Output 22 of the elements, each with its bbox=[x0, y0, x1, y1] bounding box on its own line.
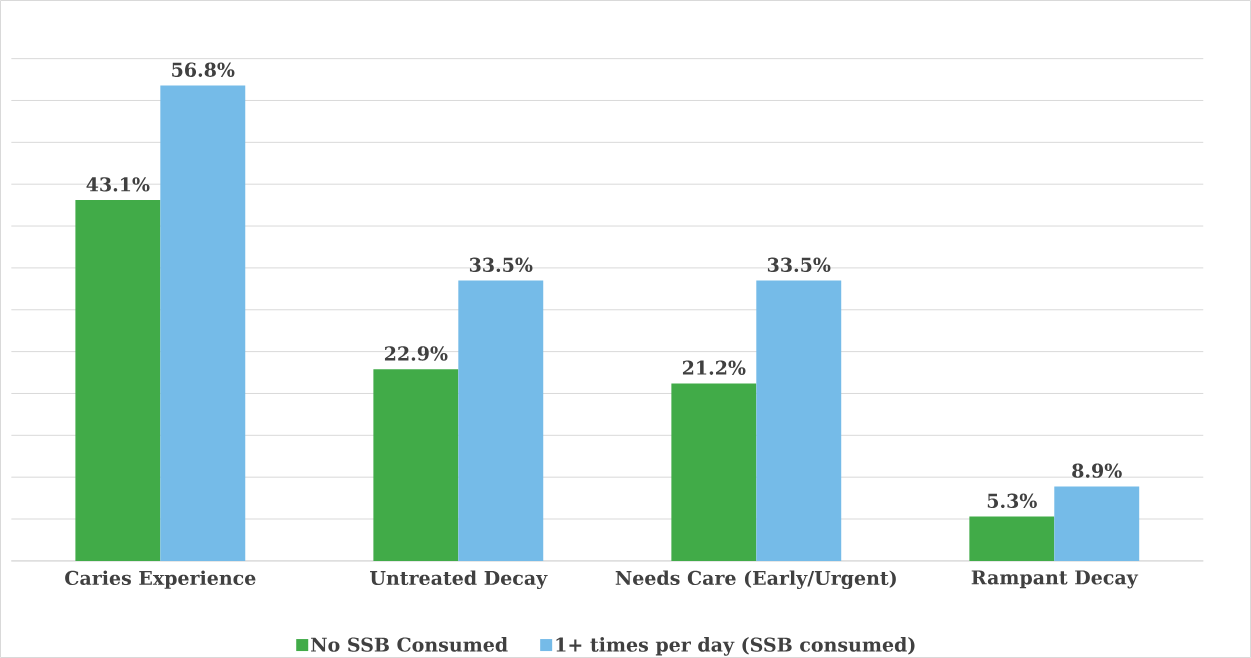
data-label: 21.2% bbox=[682, 360, 746, 375]
bar bbox=[1054, 486, 1140, 561]
bar bbox=[160, 85, 246, 561]
bar bbox=[969, 516, 1055, 561]
legend-label: 1+ times per day (SSB consumed) bbox=[556, 637, 915, 656]
data-label: 56.8% bbox=[172, 62, 235, 77]
bar bbox=[671, 383, 757, 561]
data-label: 43.1% bbox=[86, 177, 150, 192]
data-label: 33.5% bbox=[767, 257, 831, 272]
bar bbox=[373, 369, 459, 561]
data-label: 8.9% bbox=[1072, 463, 1122, 478]
data-label: 22.9% bbox=[384, 346, 448, 361]
bar bbox=[75, 200, 161, 561]
legend-label: No SSB Consumed bbox=[311, 637, 508, 652]
bar bbox=[458, 280, 544, 561]
x-tick-label: Rampant Decay bbox=[971, 570, 1139, 589]
data-label: 5.3% bbox=[987, 493, 1037, 508]
data-label: 33.5% bbox=[469, 257, 533, 272]
x-tick-label: Untreated Decay bbox=[370, 570, 548, 590]
x-tick-label: Caries Experience bbox=[65, 570, 256, 589]
x-tick-label: Needs Care (Early/Urgent) bbox=[615, 570, 896, 590]
bar bbox=[756, 280, 842, 561]
